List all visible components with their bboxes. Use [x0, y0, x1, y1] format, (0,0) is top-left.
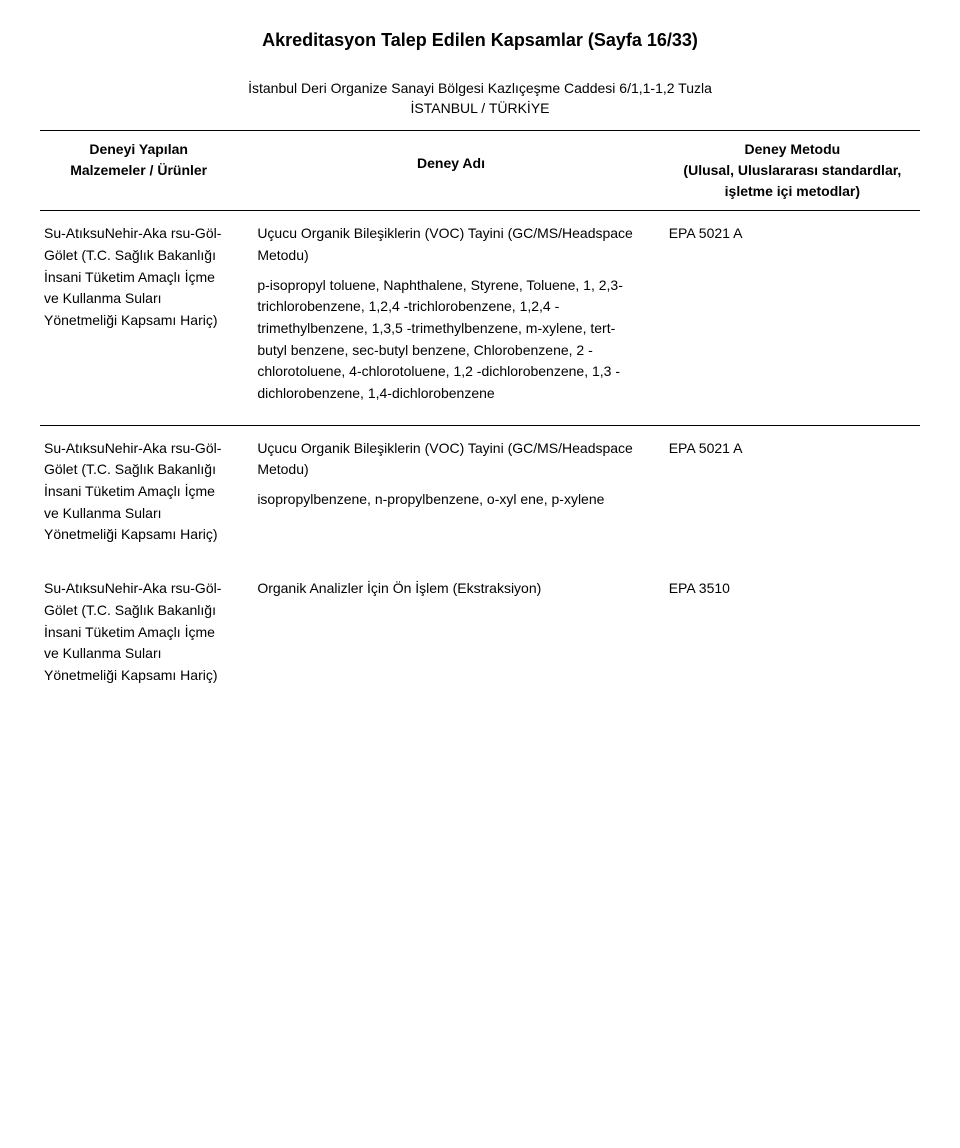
material-text: Su-AtıksuNehir-Aka rsu-Göl-Gölet (T.C. S…	[44, 223, 233, 331]
test-body: isopropylbenzene, n-propylbenzene, o-xyl…	[257, 489, 644, 511]
header-material: Deneyi Yapılan Malzemeler / Ürünler	[40, 131, 245, 211]
test-title: Uçucu Organik Bileşiklerin (VOC) Tayini …	[257, 438, 644, 481]
scope-table: Deneyi Yapılan Malzemeler / Ürünler Dene…	[40, 130, 920, 706]
method-cell: EPA 5021 A	[657, 211, 920, 426]
header-method-l2: (Ulusal, Uluslararası standardlar,	[669, 160, 916, 181]
header-material-l1: Deneyi Yapılan	[44, 139, 233, 160]
header-method-l3: işletme içi metodlar)	[669, 181, 916, 202]
test-title: Uçucu Organik Bileşiklerin (VOC) Tayini …	[257, 223, 644, 266]
table-row: Su-AtıksuNehir-Aka rsu-Göl-Gölet (T.C. S…	[40, 566, 920, 706]
page-title: Akreditasyon Talep Edilen Kapsamlar (Say…	[40, 30, 920, 51]
header-method: Deney Metodu (Ulusal, Uluslararası stand…	[657, 131, 920, 211]
test-cell: Uçucu Organik Bileşiklerin (VOC) Tayini …	[245, 425, 656, 566]
method-text: EPA 5021 A	[669, 223, 916, 245]
method-text: EPA 3510	[669, 578, 916, 600]
org-line-2: İSTANBUL / TÜRKİYE	[40, 99, 920, 119]
test-cell: Organik Analizler İçin Ön İşlem (Ekstrak…	[245, 566, 656, 706]
org-line-1: İstanbul Deri Organize Sanayi Bölgesi Ka…	[40, 79, 920, 99]
method-text: EPA 5021 A	[669, 438, 916, 460]
table-row: Su-AtıksuNehir-Aka rsu-Göl-Gölet (T.C. S…	[40, 425, 920, 566]
header-material-l2: Malzemeler / Ürünler	[44, 160, 233, 181]
material-cell: Su-AtıksuNehir-Aka rsu-Göl-Gölet (T.C. S…	[40, 211, 245, 426]
table-header-row: Deneyi Yapılan Malzemeler / Ürünler Dene…	[40, 131, 920, 211]
header-method-l1: Deney Metodu	[669, 139, 916, 160]
material-text: Su-AtıksuNehir-Aka rsu-Göl-Gölet (T.C. S…	[44, 578, 233, 686]
spacer	[257, 267, 644, 275]
method-cell: EPA 5021 A	[657, 425, 920, 566]
table-row: Su-AtıksuNehir-Aka rsu-Göl-Gölet (T.C. S…	[40, 211, 920, 426]
spacer	[257, 481, 644, 489]
material-cell: Su-AtıksuNehir-Aka rsu-Göl-Gölet (T.C. S…	[40, 566, 245, 706]
test-title: Organik Analizler İçin Ön İşlem (Ekstrak…	[257, 578, 644, 600]
test-body: p-isopropyl toluene, Naphthalene, Styren…	[257, 275, 644, 405]
method-cell: EPA 3510	[657, 566, 920, 706]
org-address: İstanbul Deri Organize Sanayi Bölgesi Ka…	[40, 79, 920, 118]
material-text: Su-AtıksuNehir-Aka rsu-Göl-Gölet (T.C. S…	[44, 438, 233, 546]
material-cell: Su-AtıksuNehir-Aka rsu-Göl-Gölet (T.C. S…	[40, 425, 245, 566]
test-cell: Uçucu Organik Bileşiklerin (VOC) Tayini …	[245, 211, 656, 426]
header-test: Deney Adı	[245, 131, 656, 211]
header-test-label: Deney Adı	[257, 153, 644, 174]
